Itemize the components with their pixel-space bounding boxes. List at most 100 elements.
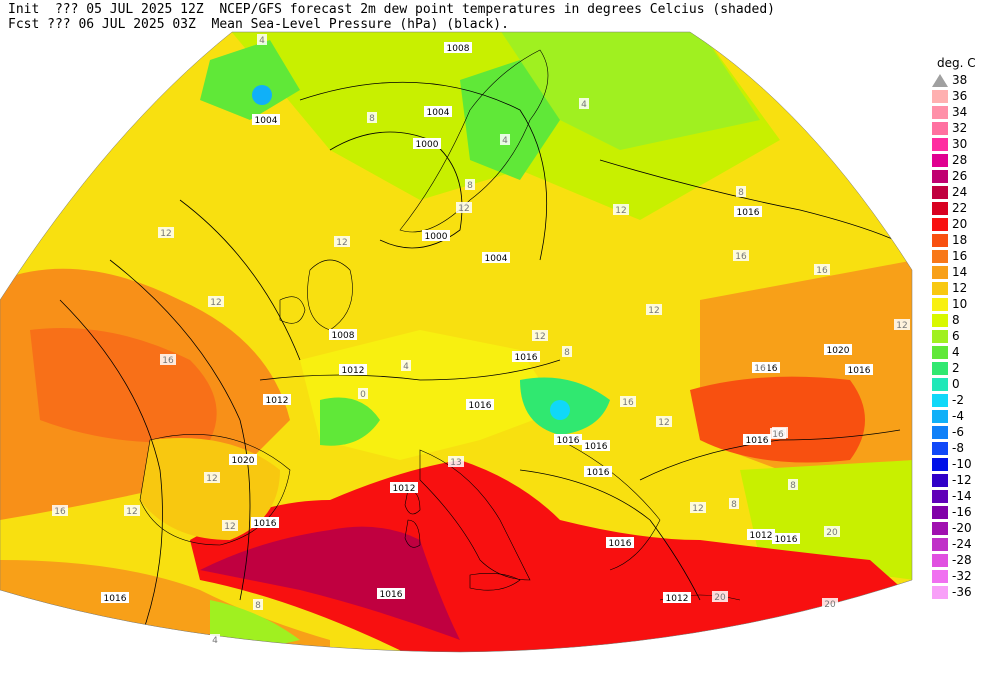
dewpoint-label: 13 <box>450 458 461 468</box>
colorbar-swatch <box>932 186 948 199</box>
colorbar-swatch <box>932 234 948 247</box>
dewpoint-label: 20 <box>826 528 838 538</box>
colorbar-swatch <box>932 458 948 471</box>
isobars <box>59 81 912 641</box>
isobar-label: 1016 <box>557 436 580 446</box>
colorbar-swatch <box>932 442 948 455</box>
dewpoint-label: 12 <box>692 504 703 514</box>
colorbar-entry: 26 <box>930 169 1000 186</box>
colorbar-entry: 28 <box>930 153 1000 170</box>
dewpoint-label: 0 <box>360 390 366 400</box>
shaded-field <box>0 32 912 652</box>
colorbar-swatch <box>932 330 948 343</box>
isobar-label: 1016 <box>380 590 403 600</box>
isobar-label: 1016 <box>775 535 798 545</box>
colorbar-label: 10 <box>952 297 968 311</box>
colorbar-swatch <box>932 538 948 551</box>
colorbar-swatch <box>932 90 948 103</box>
dewpoint-label: 12 <box>126 507 137 517</box>
isobar-label: 1012 <box>266 396 289 406</box>
isobar-label: 1004 <box>485 254 508 264</box>
colorbar-label: 28 <box>952 153 968 167</box>
colorbar-label: 8 <box>952 313 960 327</box>
dewpoint-label: 16 <box>772 430 784 440</box>
colorbar-swatch <box>932 138 948 151</box>
colorbar-label: -24 <box>952 537 972 551</box>
dewpoint-label: 16 <box>735 252 747 262</box>
colorbar-swatch <box>932 410 948 423</box>
colorbar-label: 36 <box>952 89 968 103</box>
dewpoint-label: 8 <box>467 181 473 191</box>
colorbar-label: 20 <box>952 217 968 231</box>
colorbar-swatch <box>932 314 948 327</box>
colorbar-label: -16 <box>952 505 972 519</box>
dewpoint-label: 12 <box>896 321 907 331</box>
colorbar-label: 34 <box>952 105 968 119</box>
dewpoint-label: 16 <box>162 356 174 366</box>
colorbar-label: 26 <box>952 169 968 183</box>
isobar-label: 1016 <box>469 401 492 411</box>
colorbar-swatch <box>932 362 948 375</box>
colorbar-label: 12 <box>952 281 968 295</box>
colorbar-swatch <box>932 346 948 359</box>
colorbar-swatch <box>932 122 948 135</box>
colorbar-swatch <box>932 522 948 535</box>
isobar-label: 1016 <box>515 353 538 363</box>
colorbar-entry: 22 <box>930 201 1000 218</box>
colorbar-entry: -10 <box>930 457 1000 474</box>
colorbar-label: 4 <box>952 345 960 359</box>
isobar-label: 1020 <box>232 456 255 466</box>
colorbar-swatch <box>932 586 948 599</box>
colorbar-label: 30 <box>952 137 968 151</box>
dewpoint-label: 16 <box>754 364 766 374</box>
colorbar-label: -8 <box>952 441 964 455</box>
colorbar-label: 2 <box>952 361 960 375</box>
colorbar-entry: -6 <box>930 425 1000 442</box>
colorbar-swatch <box>932 106 948 119</box>
dewpoint-label: 20 <box>824 600 836 610</box>
isobar-label: 1016 <box>104 594 127 604</box>
dewpoint-label: 12 <box>658 418 669 428</box>
colorbar-entry: -16 <box>930 505 1000 522</box>
colorbar-entry: 38 <box>930 73 1000 90</box>
colorbar-label: 38 <box>952 73 968 87</box>
dewpoint-label: 12 <box>206 474 217 484</box>
dewpoint-label: 12 <box>534 332 545 342</box>
isobar-label: 1012 <box>750 531 773 541</box>
colorbar-swatch <box>932 394 948 407</box>
colorbar-label: 32 <box>952 121 968 135</box>
dewpoint-label: 12 <box>458 204 469 214</box>
colorbar-label: -12 <box>952 473 972 487</box>
colorbar-label: 24 <box>952 185 968 199</box>
colorbar-entry: 14 <box>930 265 1000 282</box>
dewpoint-label: 12 <box>336 238 347 248</box>
colorbar-swatch <box>932 250 948 263</box>
isobar-label: 1016 <box>587 468 610 478</box>
colorbar-label: 18 <box>952 233 968 247</box>
dewpoint-label: 16 <box>622 398 634 408</box>
colorbar-swatch <box>932 506 948 519</box>
colorbar-entry: 10 <box>930 297 1000 314</box>
contour-labels: 1008 1004 1004 1000 1000 1004 1016 1008 1012 1012… <box>52 34 910 646</box>
colorbar-swatch <box>932 378 948 391</box>
colorbar-label: -36 <box>952 585 972 599</box>
isobar-label: 1016 <box>609 539 632 549</box>
dewpoint-label: 12 <box>224 522 235 532</box>
isobar-label: 1016 <box>848 366 871 376</box>
isobar-label: 1020 <box>827 346 850 356</box>
dewpoint-label: 8 <box>731 500 737 510</box>
isobar-label: 1008 <box>447 44 470 54</box>
dewpoint-label: 4 <box>581 100 587 110</box>
colorbar-label: -14 <box>952 489 972 503</box>
dewpoint-label: 16 <box>54 507 66 517</box>
colorbar-swatch <box>932 554 948 567</box>
isobar-label: 1016 <box>254 519 277 529</box>
dewpoint-label: 4 <box>403 362 409 372</box>
colorbar-swatch <box>932 426 948 439</box>
colorbar-swatch <box>932 570 948 583</box>
colorbar-entry: -20 <box>930 521 1000 538</box>
colorbar-entry: -36 <box>930 585 1000 602</box>
colorbar-entry: -8 <box>930 441 1000 458</box>
colorbar-entry: 34 <box>930 105 1000 122</box>
